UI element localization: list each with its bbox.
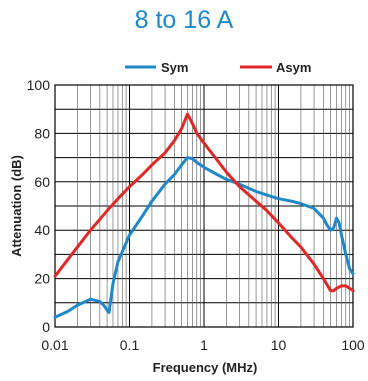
y-axis-label: Attenuation (dB) bbox=[9, 155, 24, 257]
legend: Sym Asym bbox=[125, 60, 311, 75]
y-tick-label: 80 bbox=[34, 125, 50, 141]
legend-label-asym: Asym bbox=[276, 60, 311, 75]
plot-frame bbox=[54, 84, 354, 328]
x-tick-label: 0.1 bbox=[120, 337, 140, 353]
x-tick-label: 1 bbox=[200, 337, 208, 353]
legend-label-sym: Sym bbox=[161, 60, 188, 75]
x-tick-label: 100 bbox=[341, 337, 365, 353]
x-axis-label: Frequency (MHz) bbox=[153, 360, 258, 375]
series-line-sym bbox=[53, 156, 355, 319]
y-tick-label: 100 bbox=[27, 77, 51, 93]
chart-title: 8 to 16 A bbox=[134, 6, 234, 34]
x-tick-label: 10 bbox=[271, 337, 287, 353]
x-tick-label: 0.01 bbox=[41, 337, 68, 353]
tick-labels: 0 20 40 60 80 100 0.01 0.1 1 10 100 bbox=[27, 77, 365, 353]
grid bbox=[54, 84, 354, 328]
y-tick-label: 20 bbox=[34, 271, 50, 287]
y-tick-label: 60 bbox=[34, 174, 50, 190]
series-lines bbox=[53, 112, 355, 319]
y-tick-label: 0 bbox=[42, 319, 50, 335]
series-line-asym bbox=[53, 112, 355, 293]
y-tick-label: 40 bbox=[34, 222, 50, 238]
